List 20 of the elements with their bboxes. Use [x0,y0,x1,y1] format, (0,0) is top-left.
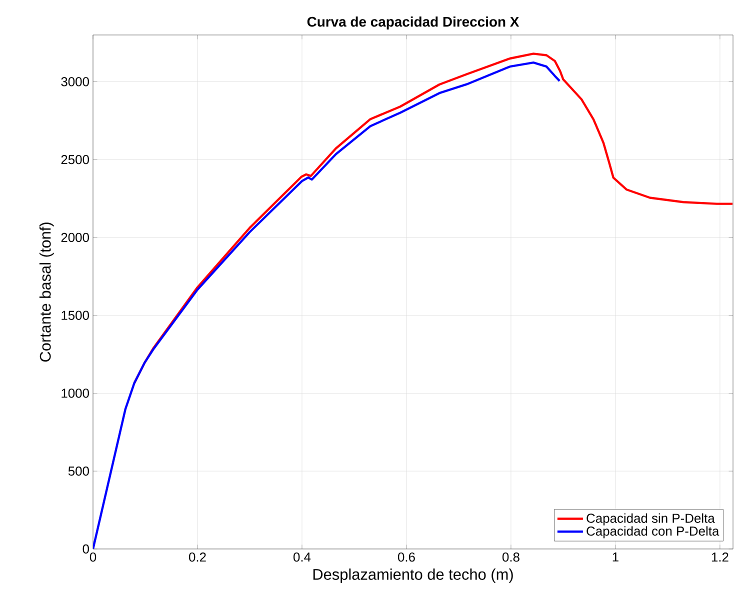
x-axis-title: Desplazamiento de techo (m) [313,568,513,583]
legend-label: Capacidad sin P-Delta [586,513,715,526]
x-tick-label: 0.4 [293,552,311,562]
x-tick-label: 1.2 [712,552,728,562]
y-tick-label: 3000 [61,77,89,86]
y-tick-label: 0 [82,544,89,554]
y-tick-label: 2000 [61,232,89,242]
y-tick-label: 1000 [62,388,89,398]
y-tick-label: 2500 [61,155,89,164]
chart-title: Curva de capacidad Direccion X [307,16,520,30]
x-tick-label: 0.8 [502,552,520,562]
line-series [93,61,561,549]
x-tick-label: 0 [90,552,96,562]
y-tick-label: 1500 [62,310,89,320]
y-axis-title: Cortante basal (tonf) [39,222,54,362]
x-tick-label: 0.6 [398,552,415,562]
x-tick-label: 1 [612,552,618,562]
y-tick-label: 500 [68,466,89,476]
legend-label: Capacidad con P-Delta [586,526,720,538]
x-tick-label: 0.2 [188,552,206,562]
